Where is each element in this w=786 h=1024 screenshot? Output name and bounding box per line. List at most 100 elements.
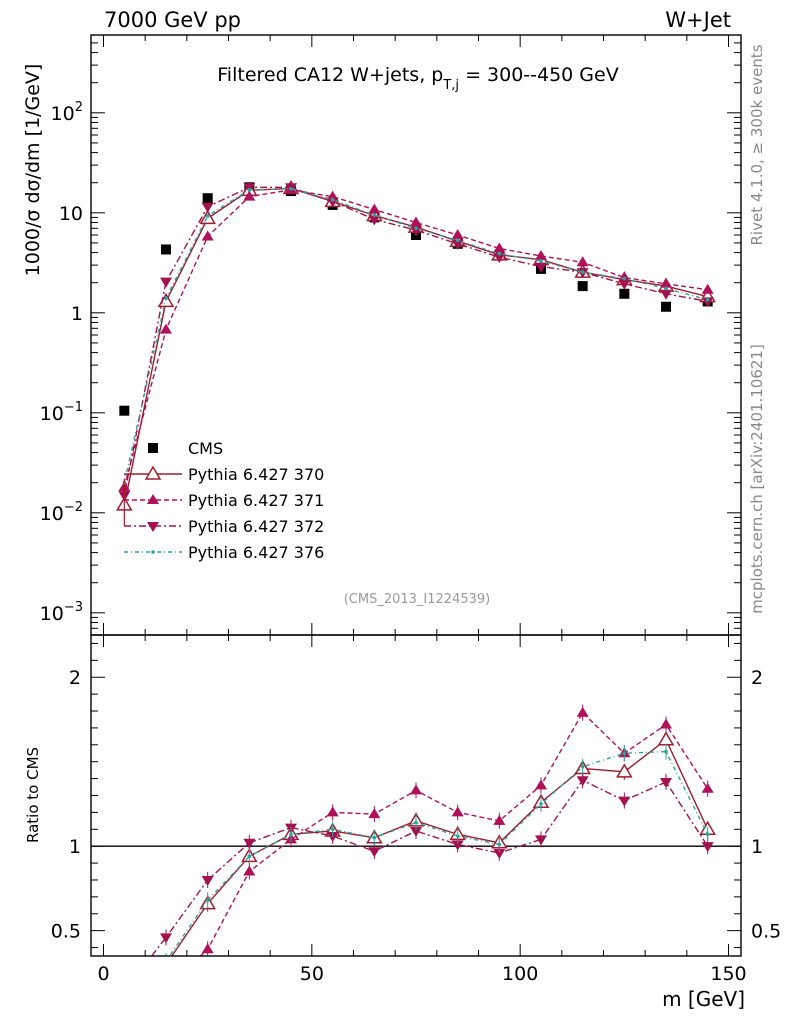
- ratio-y-tick-label: 0.5: [51, 921, 81, 943]
- main-data-point: [119, 405, 130, 416]
- main-data-point: [664, 286, 668, 291]
- ratio-data-point: [205, 898, 210, 903]
- legend-marker: [144, 465, 162, 480]
- tick-base: 10: [40, 603, 64, 625]
- main-data-point: [493, 242, 506, 253]
- ratio-data-point: [165, 955, 167, 956]
- ratio-data-point: [410, 784, 422, 795]
- ratio-y-tick-label-right: 1: [751, 836, 763, 858]
- main-data: [116, 180, 716, 526]
- main-series-line: [123, 188, 708, 483]
- main-data-point: [368, 215, 381, 226]
- main-y-tick-label: 10−2: [40, 500, 83, 525]
- ratio-data-point: [243, 838, 256, 849]
- ratio-data-point: [657, 731, 675, 746]
- ratio-data: [117, 704, 716, 1000]
- main-data-point: [372, 213, 377, 217]
- tick-base: 10: [51, 103, 75, 125]
- ratio-y-tick-label: 2: [69, 667, 81, 689]
- ratio-data-point: [117, 988, 131, 1000]
- ratio-data-point: [580, 764, 585, 769]
- ratio-y-axis-title: Ratio to CMS: [24, 747, 42, 843]
- main-data-point: [660, 289, 672, 300]
- main-data-point: [160, 323, 172, 334]
- plot-title-main: Filtered CA12 W+jets, p: [217, 64, 443, 86]
- main-data-point: [577, 281, 588, 292]
- ratio-data-point: [326, 806, 339, 817]
- main-data-point: [705, 297, 710, 302]
- main-y-tick-label: 10: [59, 203, 83, 225]
- main-data-point: [157, 292, 175, 308]
- main-data-point: [660, 277, 672, 288]
- ratio-data-point: [243, 865, 256, 876]
- main-y-axis-title: 1000/σ dσ/dm [1/GeV]: [22, 64, 44, 277]
- process-label: W+Jet: [665, 8, 731, 32]
- ratio-data-point: [576, 706, 589, 717]
- main-data-point: [618, 279, 631, 290]
- main-series-line: [123, 189, 708, 488]
- ratio-data-point: [701, 842, 714, 853]
- tick-base: 10: [40, 403, 64, 425]
- main-data-point: [247, 187, 252, 192]
- main-data-point: [368, 203, 381, 214]
- ratio-data-point: [497, 842, 502, 847]
- ratio-data-point: [368, 808, 381, 819]
- main-data-point: [580, 270, 585, 274]
- ratio-frame: [90, 634, 742, 957]
- main-data-point: [539, 259, 543, 263]
- ratio-data-point: [201, 875, 214, 886]
- ratio-x-tick-label: 150: [710, 963, 746, 985]
- analysis-id: (CMS_2013_I1224539): [344, 592, 491, 607]
- ratio-series-line: [168, 750, 709, 956]
- main-data-point: [164, 296, 168, 301]
- ratio-data-point: [164, 959, 168, 963]
- legend: CMS Pythia 6.427 370 Pythia 6.427 371 Pythi…: [124, 439, 324, 562]
- ratio-y-tick-label-right: 2: [751, 667, 763, 689]
- main-data-point: [451, 229, 464, 239]
- mcplots-label: mcplots.cern.ch [arXiv:2401.10621]: [748, 344, 766, 614]
- legend-marker: [148, 443, 158, 453]
- main-data-point: [243, 190, 256, 201]
- ratio-data-point: [535, 835, 547, 846]
- main-data-point: [619, 288, 630, 299]
- ratio-data-point: [616, 763, 633, 778]
- ratio-data-point: [118, 980, 130, 990]
- ratio-data-point: [118, 987, 130, 997]
- ratio-data-point: [493, 848, 506, 859]
- tick-exponent: −3: [64, 600, 83, 615]
- tick-base: 10: [59, 203, 83, 225]
- legend-label: Pythia 6.427 376: [188, 543, 324, 562]
- main-y-tick-label: 1: [71, 303, 83, 325]
- ratio-x-tick-label: 0: [97, 963, 109, 985]
- main-data-point: [201, 230, 214, 241]
- ratio-data-point: [330, 827, 335, 832]
- ratio-data-point: [247, 854, 252, 859]
- legend-label: Pythia 6.427 370: [188, 465, 324, 484]
- ratio-data-point: [123, 981, 127, 985]
- main-data-point: [161, 244, 171, 255]
- tick-exponent: 2: [75, 100, 83, 115]
- main-data-point: [202, 193, 213, 204]
- ratio-data-point: [535, 779, 547, 790]
- legend-label: Pythia 6.427 371: [188, 491, 324, 510]
- ratio-data-point: [701, 782, 714, 793]
- tick-base: 10: [40, 503, 64, 525]
- legend-label: Pythia 6.427 372: [188, 517, 324, 536]
- ratio-data-point: [660, 718, 672, 729]
- ratio-data-point: [414, 820, 418, 825]
- legend-marker: [151, 550, 155, 554]
- ratio-y-tick-label-right: 0.5: [751, 921, 781, 943]
- ratio-y-tick-label: 1: [69, 836, 81, 858]
- ratio-data-point: [618, 796, 631, 807]
- legend-marker: [147, 494, 159, 504]
- ratio-data-point: [410, 826, 422, 837]
- x-axis-title: m [GeV]: [662, 987, 745, 1011]
- main-data-point: [289, 186, 293, 191]
- ratio-data-point: [372, 835, 377, 840]
- main-data-point: [330, 197, 335, 202]
- ratio-series-line: [150, 779, 709, 956]
- ratio-data-point: [201, 943, 214, 954]
- ratio-data-point: [539, 802, 543, 806]
